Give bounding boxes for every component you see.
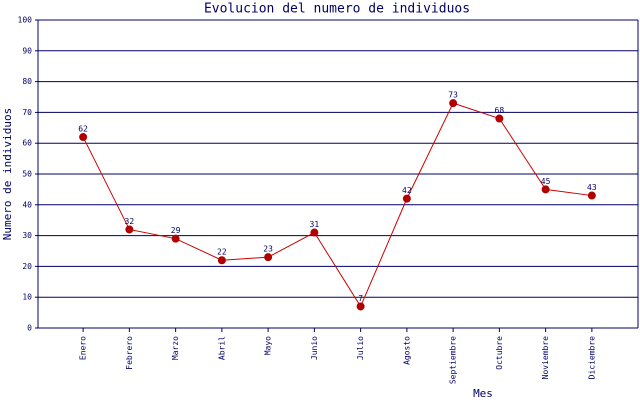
data-point xyxy=(587,191,596,200)
data-label: 62 xyxy=(78,125,88,134)
x-tick-label: Febrero xyxy=(125,336,134,370)
x-tick-label: Enero xyxy=(79,336,88,360)
y-tick-label: 0 xyxy=(27,324,32,333)
y-tick-label: 90 xyxy=(22,46,32,55)
data-label: 68 xyxy=(495,106,505,115)
x-tick-label: Marzo xyxy=(171,336,180,360)
y-tick-label: 100 xyxy=(18,16,33,25)
data-point xyxy=(495,114,504,123)
y-tick-label: 10 xyxy=(22,293,32,302)
data-point xyxy=(356,302,365,311)
data-point xyxy=(402,194,411,203)
y-tick-label: 80 xyxy=(22,77,32,86)
data-point xyxy=(264,253,273,262)
data-point xyxy=(310,228,319,237)
data-point xyxy=(125,225,134,234)
y-tick-label: 40 xyxy=(22,200,32,209)
x-tick-label: Diciembre xyxy=(587,336,596,380)
y-tick-label: 70 xyxy=(22,108,32,117)
data-label: 45 xyxy=(541,177,551,186)
y-axis-label: Numero de individuos xyxy=(1,108,14,240)
x-tick-label: Octubre xyxy=(495,336,504,370)
data-line xyxy=(82,102,592,308)
data-point xyxy=(79,133,88,142)
y-tick-label: 30 xyxy=(22,231,32,240)
data-label: 32 xyxy=(125,217,135,226)
data-label: 29 xyxy=(171,226,181,235)
x-axis-label: Mes xyxy=(473,387,493,400)
y-tick-label: 20 xyxy=(22,262,32,271)
x-tick-label: Noviembre xyxy=(541,336,550,380)
y-tick-label: 60 xyxy=(22,139,32,148)
data-label: 23 xyxy=(263,245,273,254)
data-point xyxy=(449,99,458,108)
x-tick-label: Abril xyxy=(217,336,226,360)
x-tick-label: Mayo xyxy=(264,336,273,355)
data-point xyxy=(541,185,550,194)
x-tick-label: Julio xyxy=(356,336,365,360)
data-point xyxy=(217,256,226,265)
chart-title: Evolucion del numero de individuos xyxy=(204,2,470,17)
data-label: 22 xyxy=(217,248,227,257)
data-label: 73 xyxy=(448,91,458,100)
y-tick-label: 50 xyxy=(22,170,32,179)
data-label: 31 xyxy=(310,220,320,229)
x-tick-label: Junio xyxy=(310,336,319,360)
data-point xyxy=(171,234,180,243)
data-label: 7 xyxy=(358,294,363,303)
x-tick-label: Septiembre xyxy=(449,336,458,384)
x-tick-label: Agosto xyxy=(402,336,411,365)
data-label: 42 xyxy=(402,186,412,195)
data-label: 43 xyxy=(587,183,597,192)
